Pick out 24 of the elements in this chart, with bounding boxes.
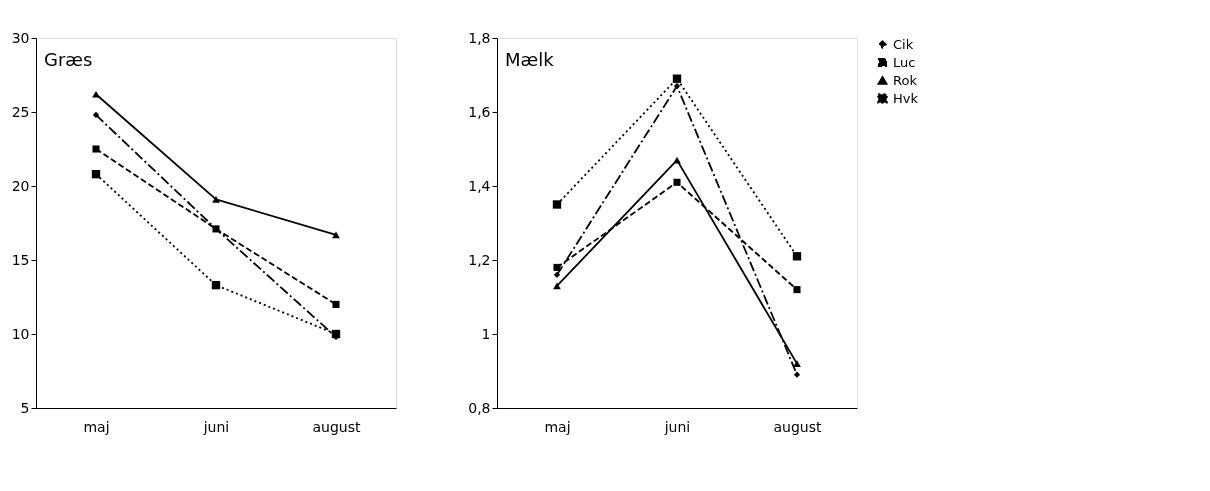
x-tick-label: juni <box>202 418 230 435</box>
y-tick-label: 5 <box>20 399 30 416</box>
y-tick-label: 30 <box>11 29 30 46</box>
y-tick-label: 1,4 <box>468 177 491 194</box>
x-tick-label: maj <box>544 418 571 435</box>
x-tick-label: august <box>773 418 823 435</box>
y-tick-label: 25 <box>11 103 30 120</box>
y-tick-label: 1,6 <box>468 103 491 120</box>
y-tick-label: 1,8 <box>468 29 491 46</box>
legend-label: Hvk <box>893 90 919 106</box>
legend-label: Luc <box>893 54 916 70</box>
y-tick-label: 1 <box>481 325 491 342</box>
y-tick-label: 10 <box>11 325 30 342</box>
legend-label: Cik <box>893 36 914 52</box>
x-tick-label: juni <box>663 418 691 435</box>
x-tick-label: august <box>312 418 362 435</box>
legend-label: Rok <box>893 72 918 88</box>
y-tick-label: 20 <box>11 177 30 194</box>
x-tick-label: maj <box>83 418 110 435</box>
text: Græs <box>44 49 93 70</box>
text: Mælk <box>505 49 555 70</box>
y-tick-label: 15 <box>11 251 30 268</box>
y-tick-label: 1,2 <box>468 251 491 268</box>
y-tick-label: 0,8 <box>468 399 491 416</box>
